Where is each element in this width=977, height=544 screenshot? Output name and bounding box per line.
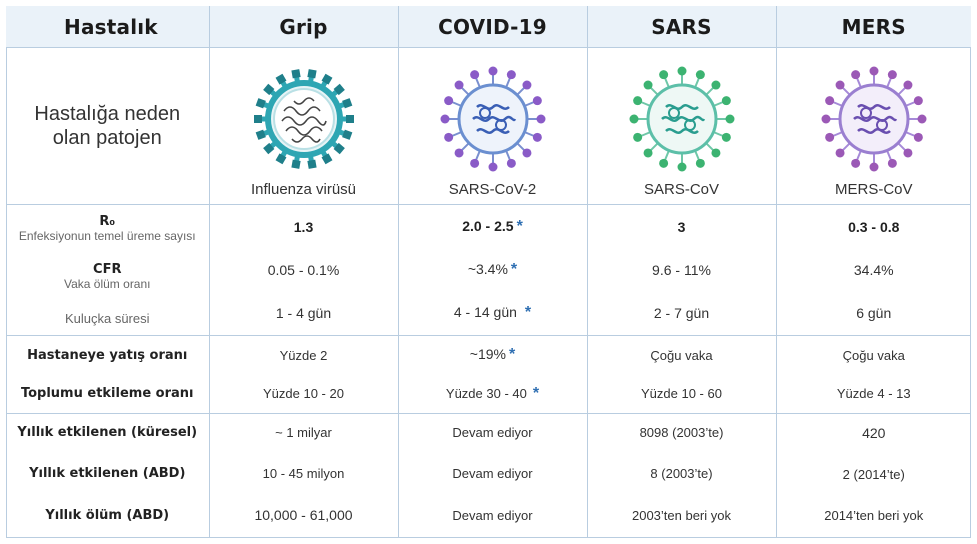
impact-labels: Hastaneye yatış oranı Toplumu etkileme o… xyxy=(6,335,210,414)
sars-pathogen-name: SARS-CoV xyxy=(643,180,720,198)
note-star: * xyxy=(510,260,518,278)
pathogen-row: Hastalığa neden olan patojen Influenza v… xyxy=(6,47,971,205)
usa-affected-label: Yıllık etkilenen (ABD) xyxy=(29,466,186,482)
header-disease: Hastalık xyxy=(6,6,210,49)
mers-usa-deaths: 2014’ten beri yok xyxy=(824,507,924,523)
flu-global-affected: ~ 1 milyar xyxy=(275,424,332,440)
flu-r0: 1.3 xyxy=(293,218,314,235)
sars-impact: Çoğu vaka Yüzde 10 - 60 xyxy=(587,335,777,414)
covid-community: Yüzde 30 - 40 xyxy=(445,385,527,401)
covid-usa-affected: Devam ediyor xyxy=(452,466,533,482)
global-affected-label: Yıllık etkilenen (küresel) xyxy=(17,424,198,440)
header-covid: COVID-19 xyxy=(398,6,588,49)
incubation-label: Kuluçka süresi xyxy=(64,310,150,326)
note-star: * xyxy=(508,346,516,364)
sars-burden: 8098 (2003’te) 8 (2003’te) 2003’ten beri… xyxy=(587,413,777,538)
flu-usa-affected: 10 - 45 milyon xyxy=(262,465,345,481)
note-star: * xyxy=(532,384,540,402)
r0-label: R₀ xyxy=(99,214,116,230)
flu-impact: Yüzde 2 Yüzde 10 - 20 xyxy=(209,335,399,414)
sars-cfr: 9.6 - 11% xyxy=(652,261,711,278)
sars-global-affected: 8098 (2003’te) xyxy=(639,424,724,440)
covid-pathogen-cell: SARS-CoV-2 xyxy=(398,47,588,205)
influenza-virus-icon xyxy=(253,68,354,169)
epidemiology-labels: R₀ Enfeksiyonun temel üreme sayısı CFR V… xyxy=(6,204,210,337)
flu-cfr: 0.05 - 0.1% xyxy=(267,261,340,278)
burden-row: Yıllık etkilenen (küresel) Yıllık etkile… xyxy=(6,413,971,538)
pathogen-label: Hastalığa neden olan patojen xyxy=(6,47,210,205)
covid-incubation: 4 - 14 gün xyxy=(453,304,517,321)
covid-r0: 2.0 - 2.5 xyxy=(462,217,514,234)
r0-sublabel: Enfeksiyonun temel üreme sayısı xyxy=(18,229,196,244)
mers-usa-affected: 2 (2014’te) xyxy=(842,466,905,482)
mers-impact: Çoğu vaka Yüzde 4 - 13 xyxy=(776,335,971,414)
mers-cfr: 34.4% xyxy=(853,261,894,278)
sars-hospital: Çoğu vaka xyxy=(650,347,713,363)
sars-usa-affected: 8 (2003’te) xyxy=(650,466,713,482)
mers-pathogen-name: MERS-CoV xyxy=(834,180,913,198)
mers-epidemiology: 0.3 - 0.8 34.4% 6 gün xyxy=(776,204,971,337)
covid-epidemiology: 2.0 - 2.5 * ~3.4% * 4 - 14 gün * xyxy=(398,204,588,337)
mers-global-affected: 420 xyxy=(862,424,886,441)
community-label: Toplumu etkileme oranı xyxy=(20,386,194,402)
flu-community: Yüzde 10 - 20 xyxy=(263,386,344,402)
flu-epidemiology: 1.3 0.05 - 0.1% 1 - 4 gün xyxy=(209,204,399,337)
flu-burden: ~ 1 milyar 10 - 45 milyon 10,000 - 61,00… xyxy=(209,413,399,538)
mers-hospital: Çoğu vaka xyxy=(842,347,905,363)
sars-community: Yüzde 10 - 60 xyxy=(641,386,722,402)
covid-burden: Devam ediyor Devam ediyor Devam ediyor xyxy=(398,413,588,538)
note-star: * xyxy=(516,217,523,235)
sars-r0: 3 xyxy=(677,218,686,235)
flu-incubation: 1 - 4 gün xyxy=(275,305,332,322)
pathogen-label-line1: Hastalığa neden xyxy=(34,103,181,126)
sars-cov-virus-icon xyxy=(629,66,734,172)
pathogen-label-line2: olan patojen xyxy=(52,127,162,150)
sars-incubation: 2 - 7 gün xyxy=(653,305,710,322)
covid-usa-deaths: Devam ediyor xyxy=(452,507,533,523)
mers-r0: 0.3 - 0.8 xyxy=(848,218,900,235)
epidemiology-row: R₀ Enfeksiyonun temel üreme sayısı CFR V… xyxy=(6,204,971,337)
hospital-label: Hastaneye yatış oranı xyxy=(27,347,188,363)
usa-deaths-label: Yıllık ölüm (ABD) xyxy=(45,507,170,523)
impact-row: Hastaneye yatış oranı Toplumu etkileme o… xyxy=(6,335,971,414)
burden-labels: Yıllık etkilenen (küresel) Yıllık etkile… xyxy=(6,413,210,538)
flu-pathogen-name: Influenza virüsü xyxy=(250,180,357,198)
mers-cov-virus-icon xyxy=(821,66,927,172)
covid-cfr: ~3.4% xyxy=(467,260,508,277)
comparison-table: Hastalık Grip COVID-19 SARS MERS Hastalı… xyxy=(6,6,971,538)
sars-usa-deaths: 2003’ten beri yok xyxy=(631,507,731,523)
flu-pathogen-cell: Influenza virüsü xyxy=(209,47,399,205)
header-mers: MERS xyxy=(776,6,971,49)
header-row: Hastalık Grip COVID-19 SARS MERS xyxy=(6,6,971,49)
header-sars: SARS xyxy=(587,6,777,49)
sars-cov-2-virus-icon xyxy=(440,66,545,172)
flu-usa-deaths: 10,000 - 61,000 xyxy=(254,506,353,523)
flu-hospital: Yüzde 2 xyxy=(279,347,328,363)
mers-community: Yüzde 4 - 13 xyxy=(836,386,911,402)
cfr-label: CFR xyxy=(93,262,122,278)
covid-hospital: ~19% xyxy=(469,346,506,363)
mers-pathogen-cell: MERS-CoV xyxy=(776,47,971,205)
covid-impact: ~19% * Yüzde 30 - 40 * xyxy=(398,335,588,414)
covid-global-affected: Devam ediyor xyxy=(452,424,533,440)
mers-burden: 420 2 (2014’te) 2014’ten beri yok xyxy=(776,413,971,538)
sars-epidemiology: 3 9.6 - 11% 2 - 7 gün xyxy=(587,204,777,337)
mers-incubation: 6 gün xyxy=(856,305,892,322)
cfr-sublabel: Vaka ölüm oranı xyxy=(64,277,151,292)
covid-pathogen-name: SARS-CoV-2 xyxy=(448,180,537,198)
sars-pathogen-cell: SARS-CoV xyxy=(587,47,777,205)
note-star: * xyxy=(524,304,532,322)
header-flu: Grip xyxy=(209,6,399,49)
